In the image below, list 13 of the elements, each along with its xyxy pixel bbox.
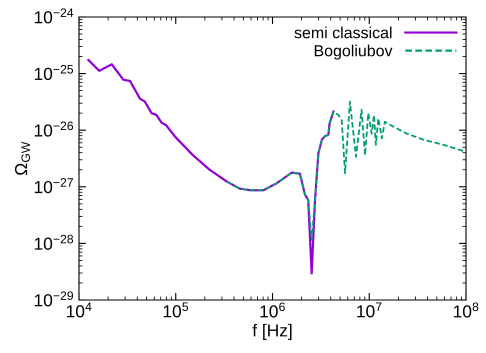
y-tick-label: 10$^{−26}$ (34, 122, 74, 137)
y-tick-label: 10$^{−25}$ (34, 64, 74, 80)
y-tick-label: 10$^{−28}$ (34, 234, 74, 250)
y-tick-label: 10$^{−27}$ (34, 178, 73, 194)
legend-label: semi classical (294, 26, 392, 38)
x-tick-label: 10$^{8}$ (454, 302, 478, 318)
y-axis-title: Ω$_{GW}$ (14, 142, 30, 176)
x-tick-label: 10$^{6}$ (260, 302, 285, 318)
x-tick-label: 10$^{5}$ (164, 302, 188, 318)
y-tick-label: 10$^{−24}$ (34, 8, 74, 24)
x-axis-title: f [Hz] (252, 324, 292, 340)
x-tick-label: 10$^{7}$ (357, 302, 382, 318)
legend-label: Bogoliubov (314, 44, 392, 60)
